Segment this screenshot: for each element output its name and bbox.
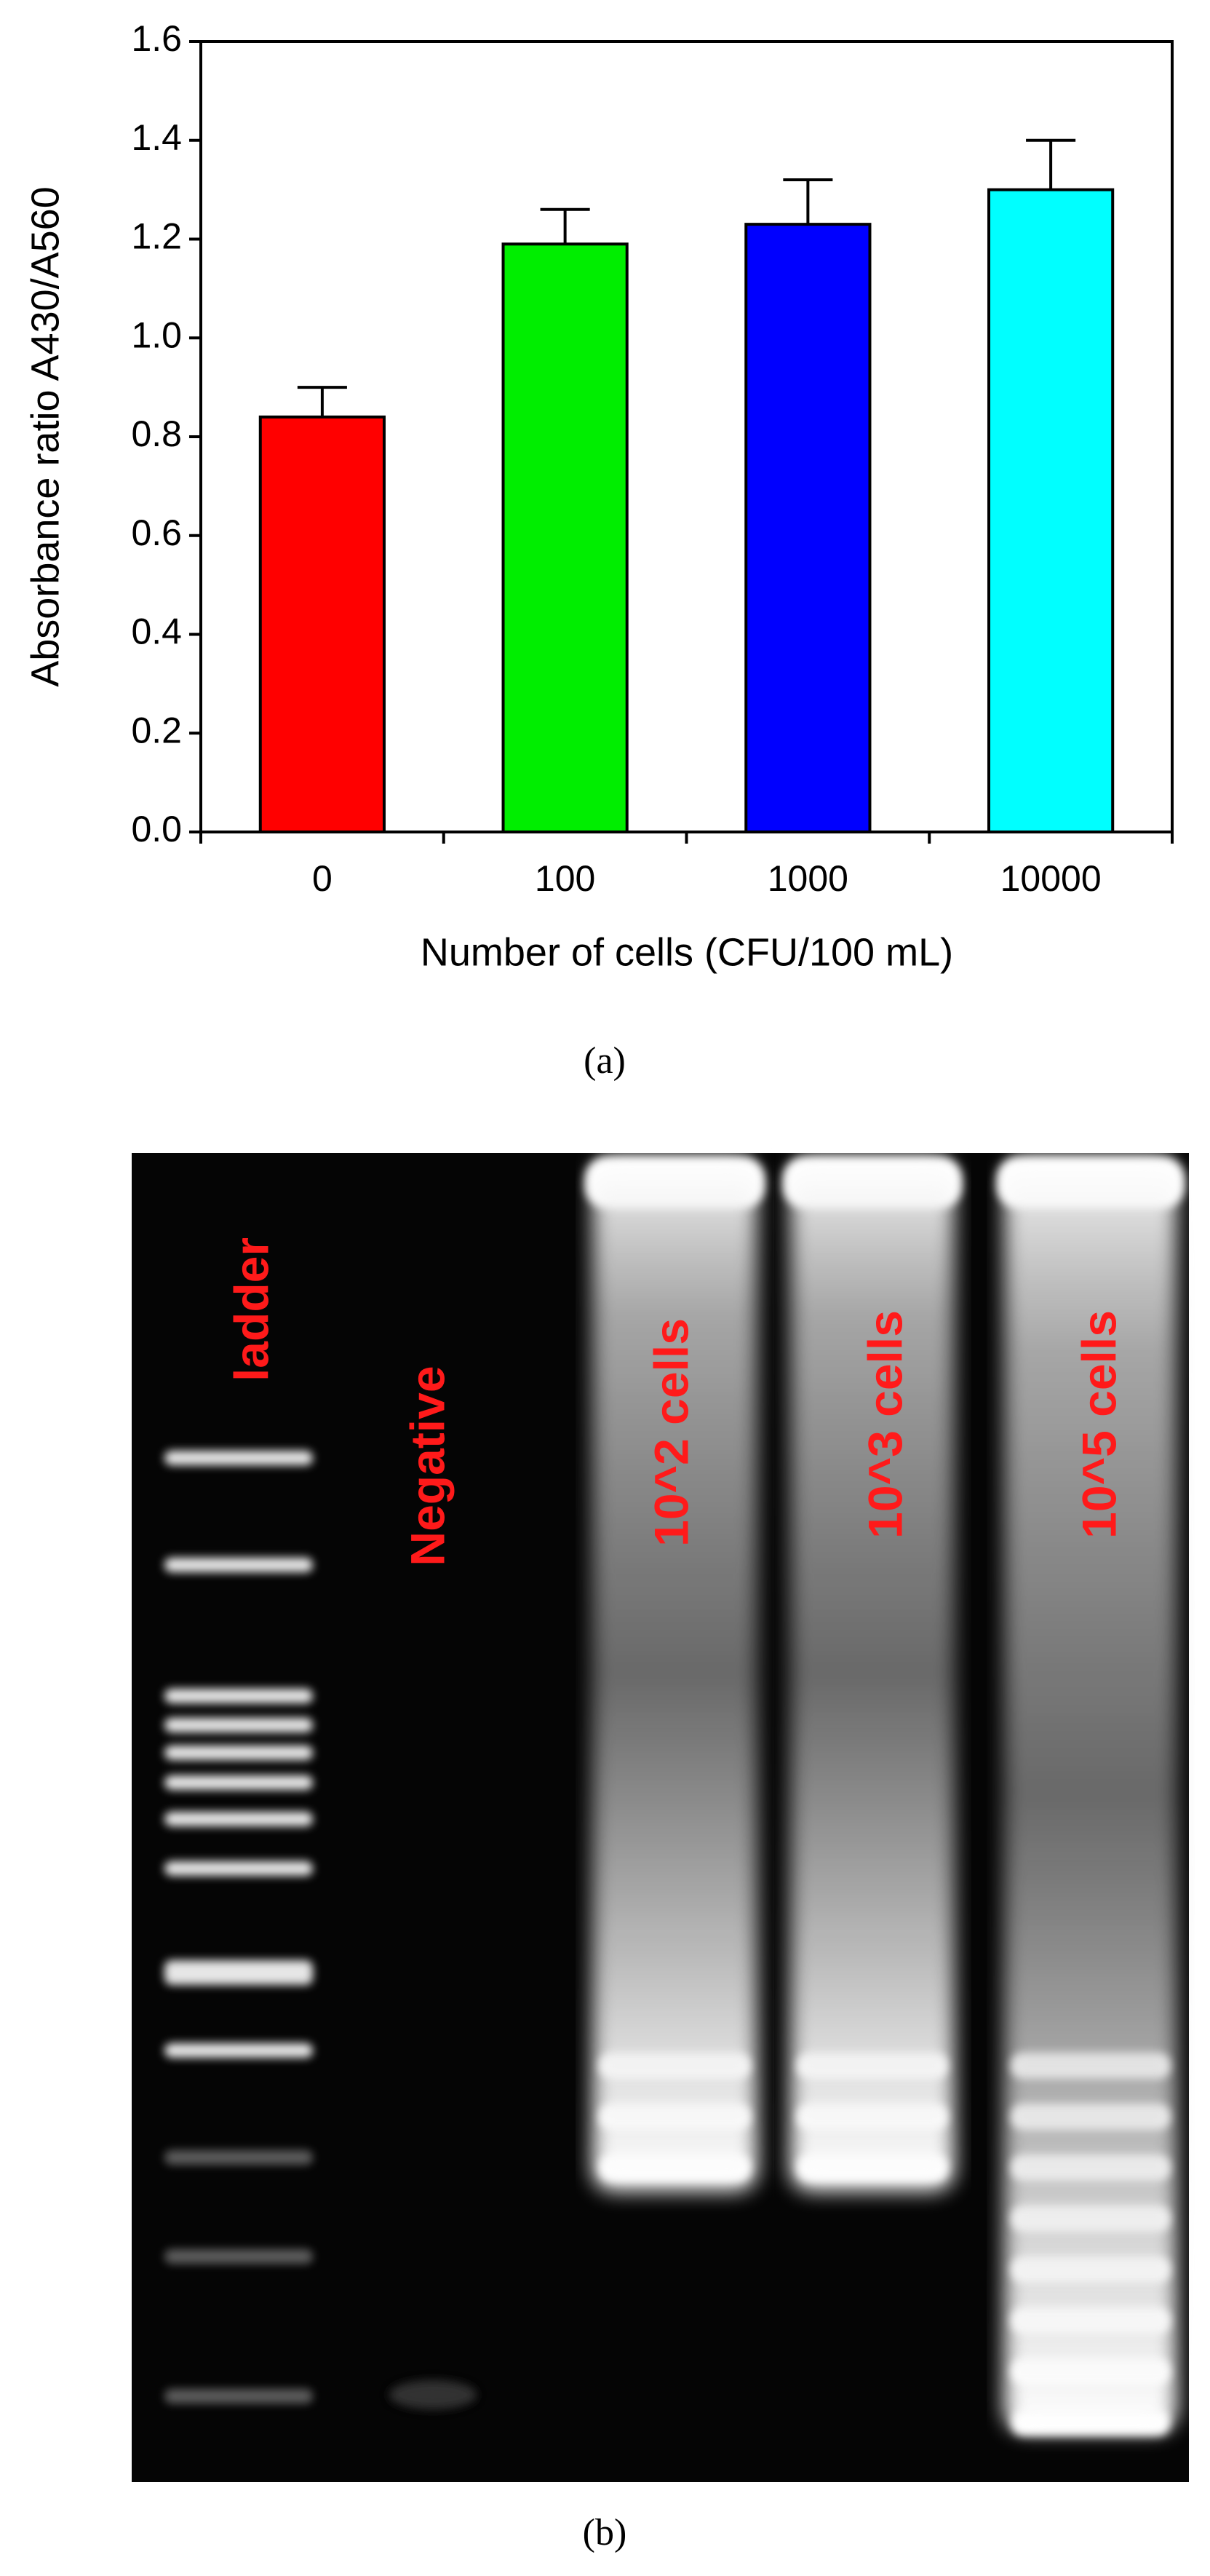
ladder-band bbox=[164, 1775, 313, 1790]
y-tick-label: 1.6 bbox=[131, 18, 182, 59]
y-tick-label: 0.6 bbox=[131, 512, 182, 553]
ladder-band bbox=[164, 1960, 313, 1985]
ladder-band bbox=[164, 1451, 313, 1465]
ladder-band bbox=[164, 1745, 313, 1760]
lane-label: 10^5 cells bbox=[1072, 1310, 1126, 1539]
caption: (a) bbox=[584, 1040, 626, 1082]
bar bbox=[987, 188, 1115, 833]
spot bbox=[389, 2380, 477, 2409]
bar bbox=[258, 415, 386, 833]
lane-label: ladder bbox=[224, 1237, 278, 1382]
lane-label: 10^3 cells bbox=[858, 1310, 912, 1539]
lane-label: 10^2 cells bbox=[644, 1318, 698, 1547]
y-axis-title: Absorbance ratio A430/A560 bbox=[23, 186, 67, 687]
y-tick-label: 0.2 bbox=[131, 710, 182, 750]
bar bbox=[744, 223, 872, 833]
y-tick-label: 0.8 bbox=[131, 413, 182, 454]
ladder-band bbox=[164, 1861, 313, 1876]
ladder-band bbox=[164, 2249, 313, 2264]
y-tick-label: 0.0 bbox=[131, 809, 182, 849]
lane-label: Negative bbox=[400, 1366, 454, 1566]
plot-frame bbox=[199, 40, 1174, 833]
x-tick-label: 100 bbox=[535, 858, 595, 899]
ladder-band bbox=[164, 1689, 313, 1703]
bar bbox=[501, 242, 629, 834]
smear bbox=[592, 1157, 757, 2191]
y-tick-label: 0.4 bbox=[131, 611, 182, 652]
x-tick-label: 0 bbox=[312, 858, 333, 899]
x-tick-label: 1000 bbox=[768, 858, 848, 899]
smear bbox=[790, 1157, 955, 2191]
ladder-band bbox=[164, 1812, 313, 1826]
ladder-band bbox=[164, 2043, 313, 2058]
ladder-band bbox=[164, 2150, 313, 2165]
ladder-band bbox=[164, 1718, 313, 1732]
y-tick-label: 1.0 bbox=[131, 314, 182, 355]
y-tick-label: 1.4 bbox=[131, 117, 182, 158]
gel-image bbox=[132, 1153, 1189, 2482]
x-tick-label: 10000 bbox=[1000, 858, 1102, 899]
ladder-band bbox=[164, 2389, 313, 2403]
y-tick-label: 1.2 bbox=[131, 216, 182, 257]
x-axis-title: Number of cells (CFU/100 mL) bbox=[421, 930, 953, 974]
caption: (b) bbox=[583, 2512, 627, 2553]
ladder-band bbox=[164, 1558, 313, 1572]
smear bbox=[1004, 1157, 1177, 2431]
